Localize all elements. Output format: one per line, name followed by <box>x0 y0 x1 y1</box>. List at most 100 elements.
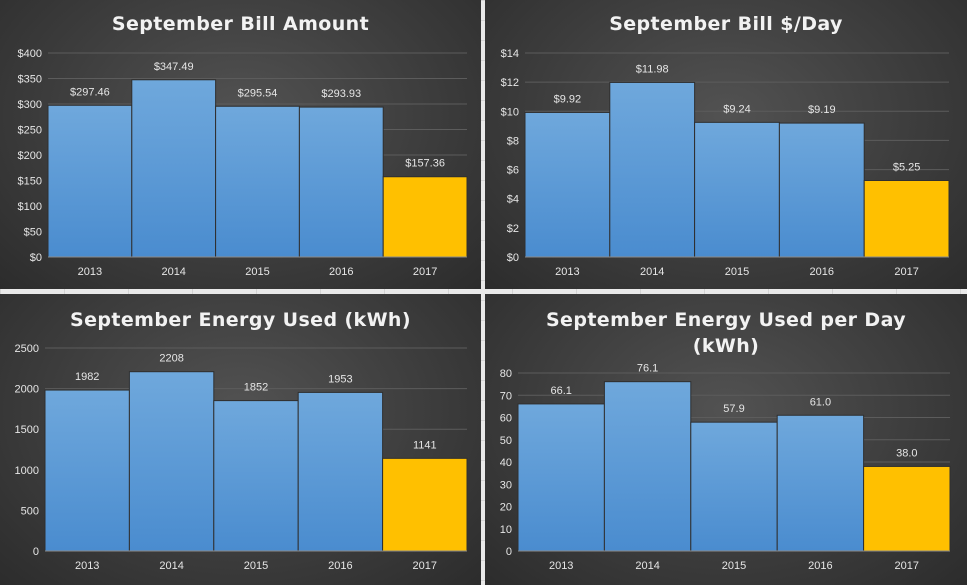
bar-2015[interactable] <box>694 121 780 258</box>
y-tick-label: 80 <box>500 368 512 380</box>
x-tick-label: 2017 <box>413 266 437 278</box>
bar-2016[interactable] <box>778 122 865 258</box>
data-label: 2208 <box>159 353 183 365</box>
bar-2015[interactable] <box>215 105 300 258</box>
x-tick-label: 2014 <box>635 560 659 572</box>
y-tick-label: 70 <box>500 390 512 402</box>
y-tick-label: 20 <box>500 502 512 514</box>
bar-2013[interactable] <box>517 403 605 552</box>
bar-2016[interactable] <box>298 106 384 258</box>
y-tick-label: $100 <box>18 201 42 213</box>
x-tick-label: 2013 <box>75 560 99 572</box>
bar-2016[interactable] <box>776 414 865 552</box>
y-tick-label: $12 <box>501 77 519 89</box>
chart-title: September Bill Amount <box>111 13 370 35</box>
chart-title-line: September Energy Used per Day <box>545 309 907 331</box>
y-tick-label: $10 <box>501 106 519 118</box>
data-label: $347.49 <box>154 61 194 73</box>
chart-panel-energy-per-day[interactable]: September Energy Used per Day (kWh) 0 10 2… <box>485 294 967 585</box>
y-tick-label: $300 <box>18 99 42 111</box>
bar-chart: 0 10 20 30 40 50 60 70 80 66.1 2013 76.1 2014 57.9 201… <box>500 363 951 572</box>
data-label: 1141 <box>413 439 437 451</box>
y-tick-label: 60 <box>500 413 512 425</box>
chart-panel-energy-used[interactable]: September Energy Used (kWh) 0 500 1000 1500… <box>0 294 481 585</box>
bar-2017[interactable] <box>382 176 468 258</box>
bar-2014[interactable] <box>609 81 696 258</box>
chart-panel-bill-amount[interactable]: September Bill Amount $0 $50 $100 $150 $200 $… <box>0 0 481 289</box>
x-tick-label: 2015 <box>245 266 269 278</box>
bar-2014[interactable] <box>128 371 215 552</box>
chart-panel-bill-per-day[interactable]: September Bill $/Day $0 $2 $4 $6 $8 $10 $12 $14… <box>485 0 967 289</box>
data-label: $11.98 <box>636 63 669 75</box>
x-tick-label: 2014 <box>159 560 183 572</box>
bar-2016[interactable] <box>297 391 384 552</box>
y-tick-label: 1500 <box>15 424 39 436</box>
y-tick-label: $8 <box>507 135 519 147</box>
x-tick-label: 2015 <box>722 560 746 572</box>
data-label: 57.9 <box>723 403 744 415</box>
y-tick-label: 50 <box>500 435 512 447</box>
x-tick-label: 2013 <box>549 560 573 572</box>
y-tick-label: 40 <box>500 457 512 469</box>
x-tick-label: 2015 <box>725 266 749 278</box>
x-tick-label: 2013 <box>555 266 579 278</box>
bar-2017[interactable] <box>863 465 951 552</box>
x-tick-label: 2017 <box>894 266 918 278</box>
y-tick-label: $200 <box>18 150 42 162</box>
data-label: 1982 <box>75 371 99 383</box>
bar-2013[interactable] <box>47 104 133 258</box>
data-label: 38.0 <box>896 447 917 459</box>
y-tick-label: $50 <box>24 227 42 239</box>
data-label: 66.1 <box>550 385 571 397</box>
data-label: $5.25 <box>893 162 921 174</box>
y-tick-label: $0 <box>507 252 519 264</box>
bar-2015[interactable] <box>690 421 778 552</box>
data-label: $297.46 <box>70 86 110 98</box>
y-tick-label: 0 <box>33 546 39 558</box>
y-tick-label: 0 <box>506 546 512 558</box>
bar-chart: $0 $2 $4 $6 $8 $10 $12 $14 $9.92 2013 $11.98 2014 $9… <box>501 48 950 278</box>
y-tick-label: 2000 <box>15 384 39 396</box>
bar-2015[interactable] <box>213 400 299 552</box>
y-tick-label: $400 <box>18 48 42 60</box>
bar-2013[interactable] <box>524 111 611 258</box>
data-label: $295.54 <box>238 87 278 99</box>
bar-2013[interactable] <box>44 389 130 552</box>
data-label: 76.1 <box>637 363 658 375</box>
data-label: $157.36 <box>405 158 445 170</box>
x-tick-label: 2013 <box>78 266 102 278</box>
bar-chart: $0 $50 $100 $150 $200 $250 $300 $350 $400 $297.46… <box>18 48 468 278</box>
y-tick-label: 2500 <box>15 343 39 355</box>
y-tick-label: 10 <box>500 524 512 536</box>
x-tick-label: 2016 <box>808 560 832 572</box>
y-tick-label: 30 <box>500 479 512 491</box>
y-tick-label: $350 <box>18 74 42 86</box>
chart-title-line: (kWh) <box>692 335 760 357</box>
y-tick-label: $150 <box>18 176 42 188</box>
data-label: $9.24 <box>723 103 751 115</box>
chart-title: September Energy Used per Day (kWh) <box>485 307 967 359</box>
x-tick-label: 2016 <box>810 266 834 278</box>
x-tick-label: 2017 <box>895 560 919 572</box>
bar-2014[interactable] <box>603 381 692 552</box>
data-label: $293.93 <box>321 88 361 100</box>
x-tick-label: 2015 <box>244 560 268 572</box>
y-tick-label: 1000 <box>15 465 39 477</box>
x-tick-label: 2016 <box>329 266 353 278</box>
x-tick-label: 2016 <box>328 560 352 572</box>
x-tick-label: 2017 <box>413 560 437 572</box>
chart-title: September Energy Used (kWh) <box>70 309 411 331</box>
bar-2017[interactable] <box>382 457 468 552</box>
data-label: 1953 <box>328 373 352 385</box>
bar-2014[interactable] <box>131 79 217 258</box>
chart-title: September Bill $/Day <box>609 13 843 35</box>
y-tick-label: 500 <box>21 505 39 517</box>
x-tick-label: 2014 <box>161 266 185 278</box>
data-label: $9.92 <box>554 93 582 105</box>
y-tick-label: $6 <box>507 165 519 177</box>
y-tick-label: $4 <box>507 194 519 206</box>
data-label: $9.19 <box>808 104 836 116</box>
y-tick-label: $2 <box>507 223 519 235</box>
y-tick-label: $250 <box>18 125 42 137</box>
bar-2017[interactable] <box>863 180 950 258</box>
